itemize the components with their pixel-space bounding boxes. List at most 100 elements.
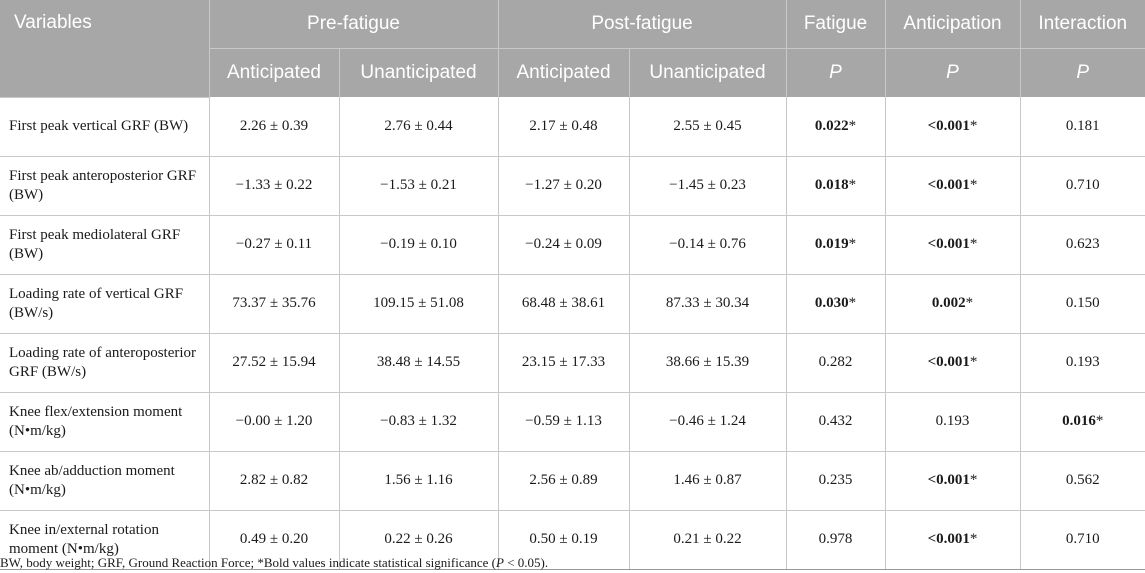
cell-anticipation-p: <0.001* <box>885 510 1021 570</box>
header-row-groups: Variables Pre-fatigue Post-fatigue Fatig… <box>0 0 1145 98</box>
cell-interaction-p: 0.710 <box>1020 156 1145 216</box>
cell-pre-anticipated: 2.82 ± 0.82 <box>209 451 340 511</box>
table-row: Knee ab/adduction moment (N•m/kg) 2.82 ± … <box>0 451 1145 511</box>
cell-fatigue-p: 0.282 <box>786 333 886 393</box>
cell-anticipation-p: <0.001* <box>885 156 1021 216</box>
cell-pre-anticipated: −0.00 ± 1.20 <box>209 392 340 452</box>
cell-pre-unanticipated: 109.15 ± 51.08 <box>339 274 499 334</box>
cell-pre-anticipated: 2.26 ± 0.39 <box>209 97 340 157</box>
p-value: 0.181 <box>1065 117 1100 134</box>
header-anticipation-p: P <box>885 48 1021 97</box>
cell-interaction-p: 0.710 <box>1020 510 1145 570</box>
cell-post-anticipated: 23.15 ± 17.33 <box>498 333 630 393</box>
p-value: <0.001 <box>927 354 970 370</box>
table-row: First peak vertical GRF (BW) 2.26 ± 0.39 2… <box>0 97 1145 157</box>
cell-variable: Loading rate of anteroposterior GRF (BW/… <box>0 333 210 393</box>
cell-fatigue-p: 0.019* <box>786 215 886 275</box>
significance-mark: * <box>969 531 978 547</box>
cell-pre-anticipated: −1.33 ± 0.22 <box>209 156 340 216</box>
p-value: 0.018 <box>814 177 849 193</box>
cell-interaction-p: 0.623 <box>1020 215 1145 275</box>
cell-fatigue-p: 0.432 <box>786 392 886 452</box>
p-value: 0.710 <box>1065 531 1100 547</box>
cell-post-anticipated: −0.59 ± 1.13 <box>498 392 630 452</box>
table-row: Knee in/external rotation moment (N•m/kg… <box>0 510 1145 570</box>
header-variables: Variables <box>0 0 210 98</box>
p-value: 0.022 <box>814 117 849 134</box>
cell-fatigue-p: 0.978 <box>786 510 886 570</box>
p-value: <0.001 <box>927 177 970 193</box>
cell-variable: First peak anteroposterior GRF (BW) <box>0 156 210 216</box>
cell-pre-unanticipated: 0.22 ± 0.26 <box>339 510 499 570</box>
cell-pre-unanticipated: −0.19 ± 0.10 <box>339 215 499 275</box>
cell-interaction-p: 0.181 <box>1020 97 1145 157</box>
p-value: 0.019 <box>814 236 849 252</box>
header-interaction-p: P <box>1020 48 1145 97</box>
cell-pre-anticipated: 27.52 ± 15.94 <box>209 333 340 393</box>
significance-mark: * <box>848 295 857 311</box>
table-row: Loading rate of anteroposterior GRF (BW/… <box>0 333 1145 393</box>
cell-anticipation-p: <0.001* <box>885 333 1021 393</box>
table-row: First peak anteroposterior GRF (BW) −1.33… <box>0 156 1145 216</box>
significance-mark: * <box>969 117 978 134</box>
p-value: 0.282 <box>818 354 853 370</box>
footnote-threshold: < 0.05). <box>503 555 549 570</box>
cell-fatigue-p: 0.030* <box>786 274 886 334</box>
table-body: First peak vertical GRF (BW) 2.26 ± 0.39 2… <box>0 97 1145 570</box>
cell-pre-anticipated: 73.37 ± 35.76 <box>209 274 340 334</box>
cell-pre-unanticipated: −1.53 ± 0.21 <box>339 156 499 216</box>
p-value: <0.001 <box>927 117 970 134</box>
cell-interaction-p: 0.562 <box>1020 451 1145 511</box>
significance-mark: * <box>848 177 857 193</box>
cell-variable: First peak mediolateral GRF (BW) <box>0 215 210 275</box>
cell-anticipation-p: 0.002* <box>885 274 1021 334</box>
header-fatigue-p: P <box>786 48 886 97</box>
cell-pre-anticipated: 0.49 ± 0.20 <box>209 510 340 570</box>
cell-variable: First peak vertical GRF (BW) <box>0 97 210 157</box>
header-fatigue: Fatigue <box>786 0 886 49</box>
cell-post-unanticipated: −1.45 ± 0.23 <box>629 156 787 216</box>
cell-post-anticipated: 0.50 ± 0.19 <box>498 510 630 570</box>
p-value: 0.432 <box>818 413 853 429</box>
significance-mark: * <box>969 472 978 488</box>
p-value: 0.235 <box>818 472 853 488</box>
cell-anticipation-p: <0.001* <box>885 451 1021 511</box>
p-value: 0.710 <box>1065 177 1100 193</box>
p-value: 0.978 <box>818 531 853 547</box>
cell-interaction-p: 0.150 <box>1020 274 1145 334</box>
p-value: 0.193 <box>935 413 970 429</box>
cell-pre-unanticipated: 2.76 ± 0.44 <box>339 97 499 157</box>
header-post-fatigue: Post-fatigue <box>498 0 787 49</box>
cell-post-unanticipated: 38.66 ± 15.39 <box>629 333 787 393</box>
cell-post-anticipated: 68.48 ± 38.61 <box>498 274 630 334</box>
cell-pre-unanticipated: 38.48 ± 14.55 <box>339 333 499 393</box>
p-value: 0.193 <box>1065 354 1100 370</box>
cell-post-anticipated: 2.56 ± 0.89 <box>498 451 630 511</box>
cell-post-unanticipated: −0.14 ± 0.76 <box>629 215 787 275</box>
cell-post-unanticipated: 2.55 ± 0.45 <box>629 97 787 157</box>
table-row: Loading rate of vertical GRF (BW/s) 73.37… <box>0 274 1145 334</box>
p-value: 0.002 <box>931 295 966 311</box>
cell-pre-anticipated: −0.27 ± 0.11 <box>209 215 340 275</box>
p-value: 0.030 <box>814 295 849 311</box>
p-value: <0.001 <box>927 472 970 488</box>
cell-interaction-p: 0.193 <box>1020 333 1145 393</box>
significance-mark: * <box>848 117 857 134</box>
footnote-text: BW, body weight; GRF, Ground Reaction Fo… <box>0 555 496 570</box>
table-footnote: BW, body weight; GRF, Ground Reaction Fo… <box>0 555 548 571</box>
cell-variable: Loading rate of vertical GRF (BW/s) <box>0 274 210 334</box>
cell-pre-unanticipated: 1.56 ± 1.16 <box>339 451 499 511</box>
cell-post-anticipated: 2.17 ± 0.48 <box>498 97 630 157</box>
significance-mark: * <box>1095 413 1104 429</box>
header-row-subgroups: Anticipated Unanticipated Anticipated Un… <box>0 48 1145 97</box>
cell-fatigue-p: 0.018* <box>786 156 886 216</box>
cell-post-unanticipated: 87.33 ± 30.34 <box>629 274 787 334</box>
cell-variable: Knee in/external rotation moment (N•m/kg… <box>0 510 210 570</box>
footnote-p-symbol: P <box>496 555 504 570</box>
significance-mark: * <box>848 236 857 252</box>
cell-post-anticipated: −0.24 ± 0.09 <box>498 215 630 275</box>
header-pre-unanticipated: Unanticipated <box>339 48 499 97</box>
header-pre-anticipated: Anticipated <box>209 48 340 97</box>
cell-post-unanticipated: 1.46 ± 0.87 <box>629 451 787 511</box>
header-interaction: Interaction <box>1020 0 1145 49</box>
